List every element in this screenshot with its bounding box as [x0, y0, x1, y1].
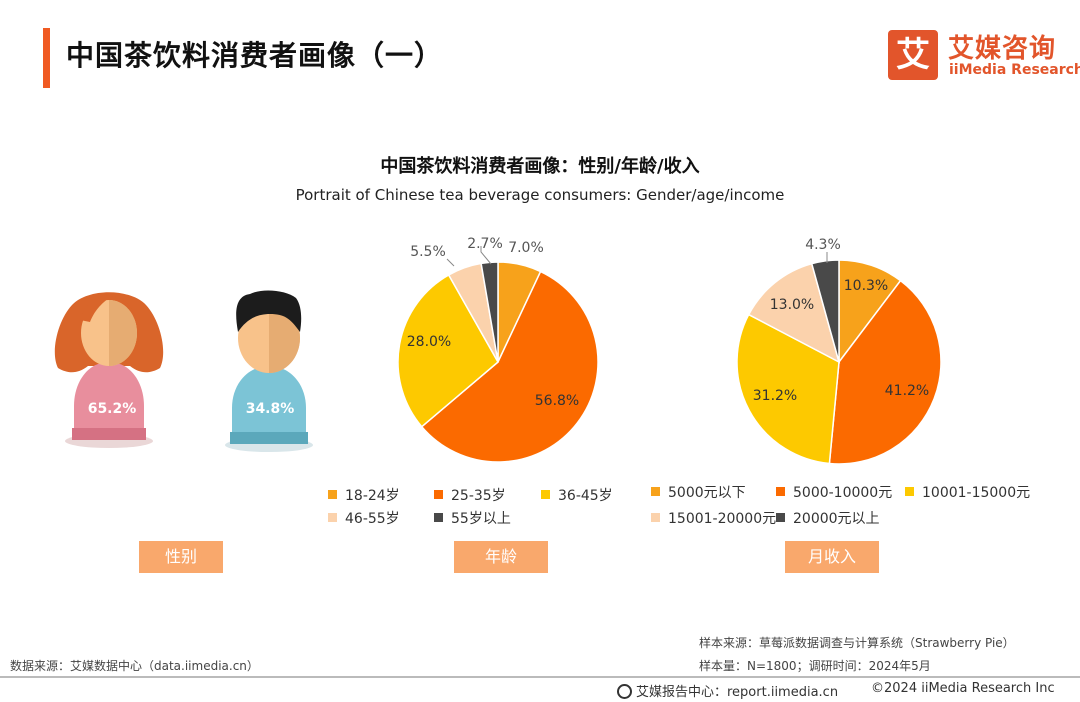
globe-icon — [617, 684, 632, 699]
title-accent-bar — [43, 28, 50, 88]
income-pie-slice-2 — [736, 313, 840, 465]
section-label-income: 月收入 — [785, 541, 879, 573]
logo-cn-text: 艾媒咨询 — [948, 34, 1057, 64]
legend-item-age-36-45: 36-45岁 — [541, 485, 613, 505]
legend-item-income-under5000: 5000元以下 — [651, 482, 746, 502]
age-pie-slice-label-1: 56.8% — [535, 393, 579, 409]
gender-label-female: 65.2% — [88, 401, 137, 417]
legend-item-age-25-35: 25-35岁 — [434, 485, 506, 505]
age-pie-slice-label-0: 7.0% — [508, 240, 544, 256]
legend-item-income-10001-15000: 10001-15000元 — [905, 482, 1030, 502]
chart-subtitle: Portrait of Chinese tea beverage consume… — [295, 186, 785, 204]
age-pie-chart: 7.0% 56.8% 28.0% 5.5% 2.7% — [397, 236, 599, 463]
age-pie-slice-1 — [420, 270, 599, 463]
section-label-gender: 性别 — [139, 541, 223, 573]
footer-copyright: ©2024 iiMedia Research Inc — [871, 681, 1055, 696]
sample-source-note: 样本来源：草莓派数据调查与计算系统（Strawberry Pie） — [699, 636, 1015, 650]
chart-title: 中国茶饮料消费者画像：性别/年龄/收入 — [380, 156, 700, 177]
age-pie-slice-2 — [397, 273, 499, 428]
legend-item-income-over20000: 20000元以上 — [776, 508, 880, 528]
footer-report-center[interactable]: 艾媒报告中心：report.iimedia.cn — [617, 681, 838, 700]
income-pie-slice-1 — [828, 279, 942, 465]
income-pie-chart: 10.3% 41.2% 31.2% 13.0% 4.3% — [736, 237, 942, 465]
income-pie-slice-4 — [810, 259, 840, 363]
age-leader-line-over55 — [480, 246, 492, 265]
logo-mark: 艾 — [888, 30, 938, 80]
female-figure-icon — [54, 292, 164, 448]
section-label-age: 年龄 — [454, 541, 548, 573]
income-pie-slice-label-3: 13.0% — [770, 297, 814, 313]
legend-item-age-over55: 55岁以上 — [434, 508, 511, 528]
gender-label-male: 34.8% — [246, 401, 295, 417]
legend-item-income-5000-10000: 5000-10000元 — [776, 482, 892, 502]
income-pie-slice-label-4: 4.3% — [805, 237, 841, 253]
data-source-note: 数据来源：艾媒数据中心（data.iimedia.cn） — [10, 659, 259, 673]
income-pie-slice-label-2: 31.2% — [753, 388, 797, 404]
male-figure-icon — [225, 290, 313, 452]
income-pie-slice-3 — [747, 262, 841, 364]
income-pie-slice-label-1: 41.2% — [885, 383, 929, 399]
legend-item-income-15001-20000: 15001-20000元 — [651, 508, 776, 528]
legend-item-age-46-55: 46-55岁 — [328, 508, 400, 528]
age-pie-slice-label-2: 28.0% — [407, 334, 451, 350]
logo-en-text: iiMedia Research — [949, 62, 1080, 78]
male-hair-icon — [236, 290, 302, 332]
income-pie-slice-label-0: 10.3% — [844, 278, 888, 294]
male-body-icon — [232, 366, 306, 444]
footer-divider — [0, 676, 1080, 678]
legend-item-age-18-24: 18-24岁 — [328, 485, 400, 505]
iimedia-logo: 艾 艾媒咨询 iiMedia Research — [888, 30, 1080, 82]
female-body-icon — [74, 362, 144, 440]
page-title: 中国茶饮料消费者画像（一） — [66, 39, 444, 72]
age-leader-line-55 — [446, 258, 455, 267]
age-pie-slice-label-3: 5.5% — [410, 244, 446, 260]
sample-size-note: 样本量：N=1800；调研时间：2024年5月 — [699, 659, 931, 673]
age-pie-slice-label-4: 2.7% — [467, 236, 503, 252]
